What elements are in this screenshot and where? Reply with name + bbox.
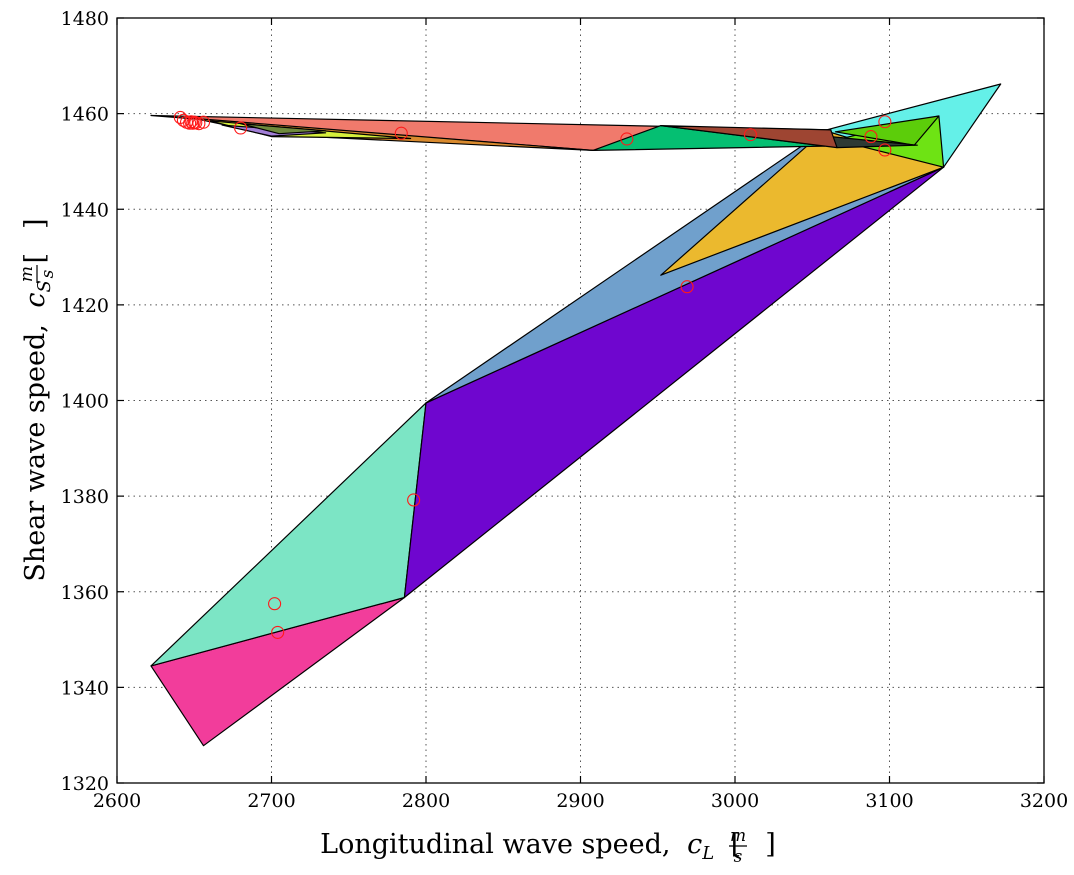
data-marker (234, 121, 248, 135)
patch-layer (150, 83, 1002, 747)
data-marker (176, 113, 190, 127)
patch-8 (834, 115, 940, 146)
x-axis-subscript: L (701, 843, 714, 864)
x-axis-symbol: c (687, 829, 702, 860)
data-marker (864, 130, 878, 144)
data-marker (743, 128, 758, 142)
y-tick-label: 1400 (61, 391, 109, 413)
x-tick-label: 2900 (556, 790, 604, 812)
data-marker (271, 625, 285, 639)
data-marker (680, 280, 694, 294)
x-tick-label: 3100 (865, 790, 913, 812)
y-tick-label: 1440 (61, 199, 109, 221)
y-axis-label: Shear wave speed, (20, 324, 51, 581)
y-axis-unit-fraction: ] (20, 218, 51, 229)
y-axis-subscript: S (34, 280, 55, 292)
data-marker (268, 597, 282, 611)
x-axis-unit-open: [ (731, 829, 742, 860)
x-unit-fraction: m s (729, 826, 747, 867)
patch-16 (240, 123, 327, 135)
y-tick-label: 1480 (61, 8, 109, 30)
y-tick-label: 1320 (61, 773, 109, 795)
y-axis-title: Shear wave speed, cS [] (20, 218, 57, 581)
y-tick-label: 1380 (61, 486, 109, 508)
data-marker (407, 493, 421, 507)
patch-12 (660, 124, 838, 149)
x-axis-title: Longitudinal wave speed, cL [] (320, 829, 776, 866)
data-marker (878, 143, 892, 157)
y-tick-label: 1460 (61, 104, 109, 126)
x-unit-numerator: m (730, 826, 746, 846)
marker-layer (173, 110, 892, 639)
x-axis-unit-fraction: ] (765, 829, 776, 860)
x-axis-label: Longitudinal wave speed, (320, 829, 670, 860)
y-tick-label: 1340 (61, 677, 109, 699)
x-tick-label: 3200 (1020, 790, 1068, 812)
x-tick-label: 2600 (93, 790, 141, 812)
y-axis-unit-open: [ (20, 253, 51, 264)
y-unit-fraction: m s (17, 265, 58, 283)
x-tick-label: 2800 (402, 790, 450, 812)
data-marker (620, 132, 634, 146)
data-marker (183, 116, 197, 130)
y-axis-symbol: c (20, 292, 51, 307)
x-tick-label: 3000 (711, 790, 759, 812)
y-unit-numerator: m (17, 266, 37, 282)
x-unit-denominator: s (734, 847, 743, 867)
y-tick-label: 1360 (61, 582, 109, 604)
data-marker (196, 115, 211, 129)
y-tick-label: 1420 (61, 295, 109, 317)
data-marker (394, 126, 408, 140)
x-tick-label: 2700 (247, 790, 295, 812)
y-unit-denominator: s (38, 269, 58, 278)
data-marker (878, 115, 892, 129)
tick-layer: 2600 2700 2800 2900 3000 3100 3200 1320 1340 1360… (61, 8, 1069, 812)
